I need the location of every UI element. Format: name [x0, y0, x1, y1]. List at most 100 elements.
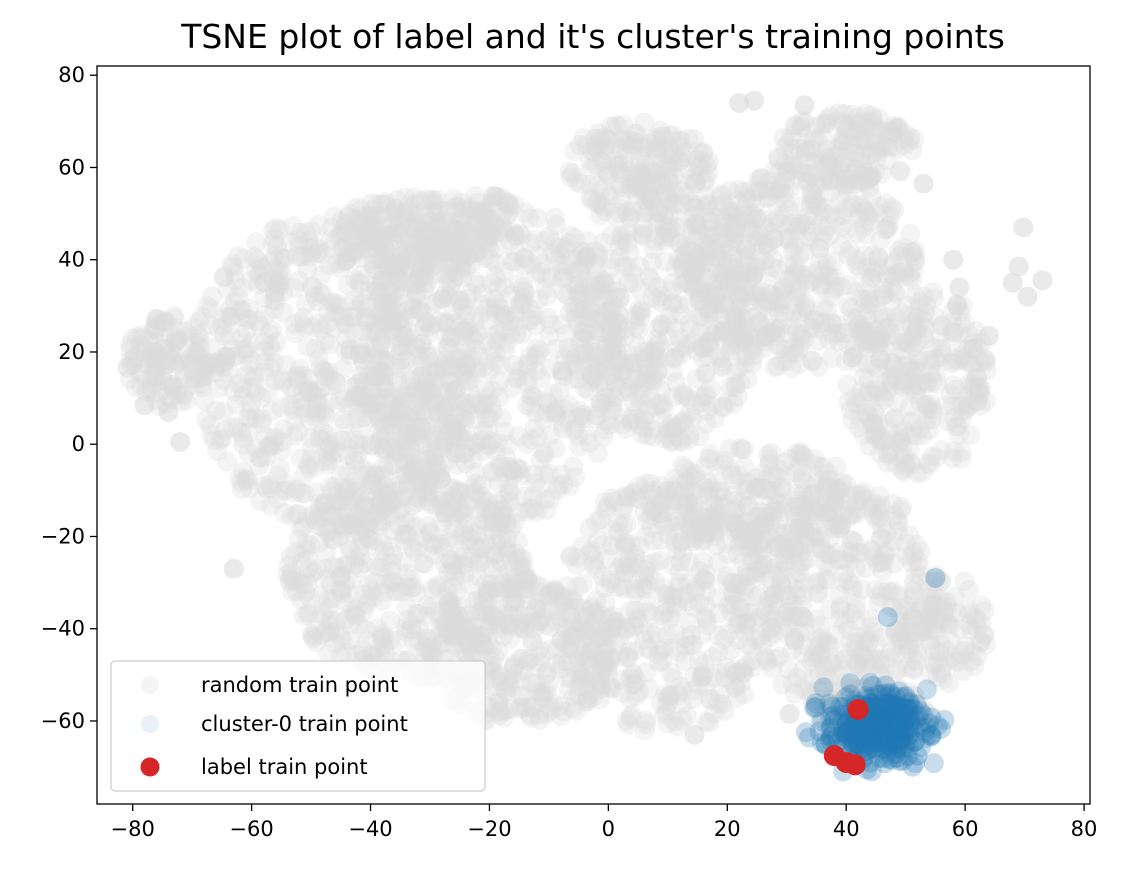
random-train-point	[308, 507, 329, 528]
random-train-point	[242, 350, 263, 371]
random-train-point	[733, 439, 754, 460]
random-train-point	[397, 479, 418, 500]
random-train-point	[309, 379, 330, 400]
random-train-point	[309, 532, 330, 553]
random-train-point	[285, 366, 306, 387]
random-train-point	[516, 501, 537, 522]
random-train-point	[303, 628, 324, 649]
random-train-point	[255, 426, 276, 447]
random-train-point	[435, 284, 456, 305]
random-train-point	[401, 578, 422, 599]
random-train-point	[489, 692, 510, 713]
random-train-point	[469, 201, 490, 222]
random-train-point	[308, 214, 329, 235]
random-train-point	[517, 433, 538, 454]
random-train-point	[454, 392, 475, 413]
random-train-point	[233, 386, 254, 407]
random-train-point	[373, 483, 394, 504]
random-train-point	[494, 223, 515, 244]
random-train-point	[370, 331, 391, 352]
random-train-point	[461, 436, 482, 457]
random-train-point	[414, 317, 435, 338]
random-train-point	[341, 490, 362, 511]
random-train-point	[518, 367, 539, 388]
random-train-point	[227, 286, 248, 307]
random-train-point	[670, 676, 691, 697]
random-train-point	[266, 332, 287, 353]
random-train-point	[522, 385, 543, 406]
random-train-point	[212, 316, 233, 337]
random-train-point	[233, 434, 254, 455]
random-train-point	[260, 252, 281, 273]
random-train-point	[382, 415, 403, 436]
random-train-point	[378, 267, 399, 288]
random-train-point	[382, 395, 403, 416]
random-train-point	[460, 199, 481, 220]
random-train-point	[238, 422, 259, 443]
random-train-point	[429, 199, 450, 220]
random-train-point	[273, 480, 294, 501]
random-train-point	[443, 380, 464, 401]
random-train-point	[318, 302, 339, 323]
random-train-point	[387, 261, 408, 282]
random-train-point	[364, 366, 385, 387]
random-train-point	[427, 486, 448, 507]
random-train-point	[417, 380, 438, 401]
random-train-point	[376, 338, 397, 359]
random-train-point	[375, 257, 396, 278]
random-train-point	[392, 250, 413, 271]
random-train-point	[526, 315, 547, 336]
random-train-point	[865, 421, 886, 442]
random-train-point	[227, 417, 248, 438]
random-train-point	[223, 381, 244, 402]
random-train-point	[261, 478, 282, 499]
random-train-point	[409, 259, 430, 280]
random-train-point	[238, 470, 259, 491]
random-train-point	[355, 496, 376, 517]
random-train-point	[416, 206, 437, 227]
random-train-point	[367, 225, 388, 246]
random-train-point	[435, 398, 456, 419]
random-train-point	[590, 509, 611, 530]
random-train-point	[849, 417, 870, 438]
random-train-point	[406, 337, 427, 358]
random-train-point	[375, 312, 396, 333]
random-train-point	[324, 317, 345, 338]
random-train-point	[419, 466, 440, 487]
random-train-point	[519, 346, 540, 367]
random-train-point	[409, 298, 430, 319]
random-train-point	[685, 262, 706, 283]
random-train-point	[422, 346, 443, 367]
random-train-point	[456, 495, 477, 516]
random-train-point	[594, 577, 615, 598]
random-train-point	[375, 388, 396, 409]
random-train-point	[191, 306, 212, 327]
random-train-point	[409, 387, 430, 408]
random-train-point	[605, 611, 626, 632]
random-train-point	[356, 465, 377, 486]
random-train-point	[525, 402, 546, 423]
random-train-point	[500, 676, 521, 697]
random-train-point	[409, 266, 430, 287]
random-train-point	[624, 123, 645, 144]
random-train-point	[535, 500, 556, 521]
random-train-point	[415, 244, 436, 265]
random-train-point	[310, 429, 331, 450]
random-train-point	[301, 382, 322, 403]
random-train-point	[381, 482, 402, 503]
random-train-point	[476, 220, 497, 241]
random-train-point	[670, 430, 691, 451]
random-train-point	[388, 499, 409, 520]
random-train-point	[390, 342, 411, 363]
random-train-point	[330, 465, 351, 486]
random-train-point	[404, 458, 425, 479]
random-train-point	[573, 321, 594, 342]
random-train-point	[211, 353, 232, 374]
random-train-point	[877, 452, 898, 473]
random-train-point	[379, 414, 400, 435]
random-train-point	[554, 266, 575, 287]
random-train-point	[297, 259, 318, 280]
random-train-point	[422, 390, 443, 411]
random-train-point	[267, 273, 288, 294]
random-train-point	[239, 478, 260, 499]
